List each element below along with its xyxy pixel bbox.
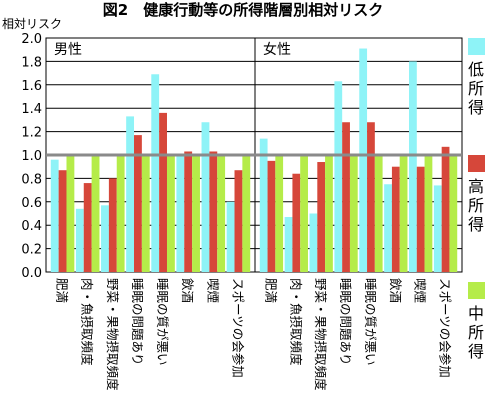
y-tick-label: 1.0 [21,149,42,164]
bar-低所得 [284,217,293,272]
y-tick-label: 1.2 [21,126,42,141]
x-category-label: スポーツの会参加 [438,278,453,378]
bar-高所得 [267,160,276,272]
x-category-label: スポーツの会参加 [230,278,245,378]
bar-中所得 [275,155,284,272]
bar-低所得 [176,155,185,272]
x-category-label: 飲酒 [388,278,403,303]
bar-低所得 [433,185,442,272]
y-tick-label: 1.4 [21,102,42,117]
x-category-label: 肉・魚摂取頻度 [288,278,303,366]
y-tick-label: 0.4 [21,219,42,234]
bar-高所得 [391,166,400,272]
legend-label-char: 低 [468,60,484,79]
bar-中所得 [374,155,383,272]
bar-低所得 [384,184,392,272]
bar-高所得 [441,146,450,272]
bar-中所得 [91,155,100,272]
legend-label-char: 所 [468,196,484,215]
y-tick-label: 0.0 [21,266,42,281]
x-category-label: 飲酒 [180,278,195,303]
x-category-label: 喫煙 [413,278,428,303]
legend-label-char: 得 [468,98,484,117]
bar-中所得 [116,155,125,272]
bar-中所得 [449,155,458,272]
x-category-label: 喫煙 [205,278,220,303]
y-tick-label: 0.2 [21,243,42,258]
legend-label-char: 高 [468,177,484,196]
bar-低所得 [409,61,417,273]
bar-中所得 [141,155,150,272]
y-tick-label: 2.0 [21,32,42,47]
x-category-label: 野菜・果物摂取頻度 [105,278,120,391]
legend-label-char: 所 [468,323,484,342]
x-category-label: 睡眠の質が悪い [155,278,170,366]
bar-中所得 [66,155,75,272]
bar-低所得 [334,81,343,272]
y-tick-label: 0.8 [21,172,42,187]
bar-高所得 [209,151,218,272]
legend-label-char: 中 [468,304,484,323]
bar-高所得 [317,162,326,272]
x-category-label: 肥満 [263,278,278,303]
chart-title: 図2 健康行動等の所得階層別相対リスク [103,1,383,19]
bar-中所得 [192,155,200,272]
bar-高所得 [108,178,117,272]
legend-label-char: 所 [468,79,484,98]
bar-高所得 [416,166,425,272]
bar-低所得 [226,201,235,272]
bar-低所得 [151,74,160,273]
bar-中所得 [325,155,333,272]
bar-低所得 [101,205,109,272]
panel-label: 女性 [263,41,291,58]
legend-swatch [468,282,485,299]
x-category-label: 睡眠の問題あり [338,278,353,366]
bar-中所得 [166,155,175,272]
bar-中所得 [424,155,433,272]
bar-低所得 [50,159,59,272]
bar-高所得 [342,122,350,273]
x-category-label: 睡眠の質が悪い [363,278,378,366]
legend-swatch [468,155,485,172]
y-tick-label: 1.8 [21,55,42,70]
bar-低所得 [359,48,368,272]
y-axis-label: 相対リスク [2,17,62,31]
bar-中所得 [349,155,358,272]
panel-label: 男性 [54,42,82,58]
bar-低所得 [201,122,210,273]
bar-中所得 [300,155,308,272]
bar-高所得 [134,135,142,272]
y-tick-label: 1.6 [21,79,42,94]
legend-label-char: 得 [468,342,484,361]
bar-高所得 [367,122,375,273]
bar-低所得 [259,138,268,272]
bar-高所得 [292,173,301,272]
bar-中所得 [217,155,226,272]
bar-低所得 [126,116,135,272]
y-tick-label: 0.6 [21,196,42,211]
bar-低所得 [75,208,84,272]
bar-高所得 [184,151,193,272]
bar-高所得 [234,170,243,272]
legend-swatch [468,38,485,55]
bar-高所得 [83,183,92,272]
x-category-label: 肉・魚摂取頻度 [80,278,95,366]
x-category-label: 睡眠の問題あり [130,278,145,366]
legend-label-char: 得 [468,215,484,234]
x-category-label: 野菜・果物摂取頻度 [313,278,328,391]
bar-低所得 [309,213,318,272]
bar-中所得 [399,155,408,272]
bar-高所得 [58,170,67,272]
bar-高所得 [159,112,167,272]
bar-中所得 [242,155,251,272]
x-category-label: 肥満 [55,278,70,303]
